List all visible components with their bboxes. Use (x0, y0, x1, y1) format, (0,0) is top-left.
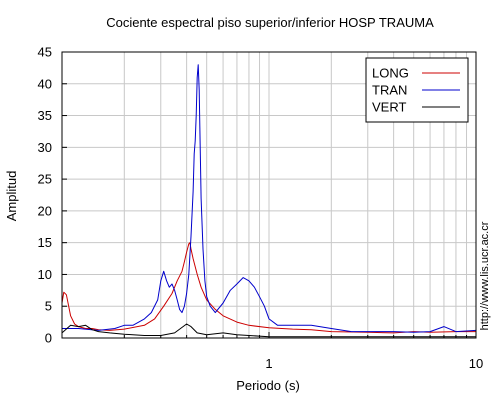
y-tick-label: 10 (38, 267, 52, 282)
series-group (61, 64, 477, 338)
y-tick-label: 5 (45, 299, 52, 314)
legend-label-tran: TRAN (372, 83, 407, 98)
y-tick-label: 25 (38, 172, 52, 187)
chart-title: Cociente espectral piso superior/inferio… (106, 15, 434, 30)
y-axis-label: Amplitud (4, 171, 19, 222)
x-tick-label: 1 (265, 356, 272, 371)
legend: LONG TRAN VERT (365, 57, 469, 123)
y-tick-label: 0 (45, 331, 52, 346)
grid-lines (62, 52, 476, 338)
legend-label-vert: VERT (372, 100, 406, 115)
y-tick-label: 45 (38, 45, 52, 60)
y-tick-label: 30 (38, 140, 52, 155)
source-url-note: http://www.lis.ucr.ac.cr (479, 221, 491, 330)
y-tick-label: 35 (38, 108, 52, 123)
y-tick-label: 40 (38, 76, 52, 91)
series-line-tran (62, 64, 477, 333)
y-tick-label: 20 (38, 203, 52, 218)
x-axis-label: Periodo (s) (236, 378, 300, 393)
y-axis: 0 5 10 15 20 25 30 35 40 45 (38, 45, 67, 346)
series-line-vert (61, 323, 476, 338)
y-tick-label: 15 (38, 235, 52, 250)
x-axis: 1 10 (123, 332, 483, 371)
legend-label-long: LONG (372, 66, 409, 81)
x-tick-label: 10 (469, 356, 483, 371)
series-line-long (61, 242, 476, 334)
